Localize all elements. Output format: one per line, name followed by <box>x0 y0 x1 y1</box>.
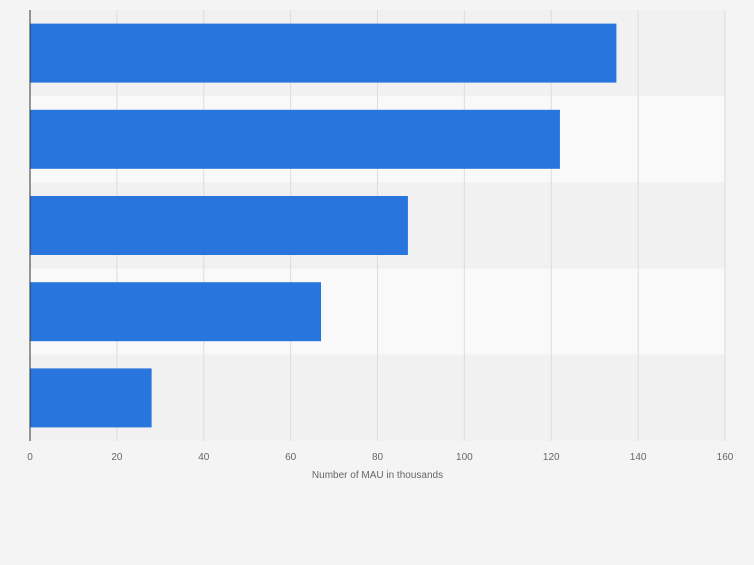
x-tick-label: 60 <box>285 452 297 463</box>
x-axis-tick-labels: 0 20 40 60 80 100 120 140 160 <box>27 452 734 463</box>
x-tick-label: 140 <box>630 452 647 463</box>
bars <box>30 23 617 428</box>
x-tick-label: 20 <box>111 452 123 463</box>
x-tick-label: 160 <box>717 452 734 463</box>
bar[interactable] <box>30 282 322 342</box>
x-tick-label: 100 <box>456 452 473 463</box>
x-tick-label: 80 <box>372 452 384 463</box>
x-axis-title: Number of MAU in thousands <box>312 470 443 481</box>
bar[interactable] <box>30 368 152 428</box>
x-tick-label: 40 <box>198 452 210 463</box>
bar[interactable] <box>30 23 617 83</box>
x-tick-label: 0 <box>27 452 33 463</box>
bar[interactable] <box>30 196 408 255</box>
x-tick-label: 120 <box>543 452 560 463</box>
bar[interactable] <box>30 109 560 169</box>
